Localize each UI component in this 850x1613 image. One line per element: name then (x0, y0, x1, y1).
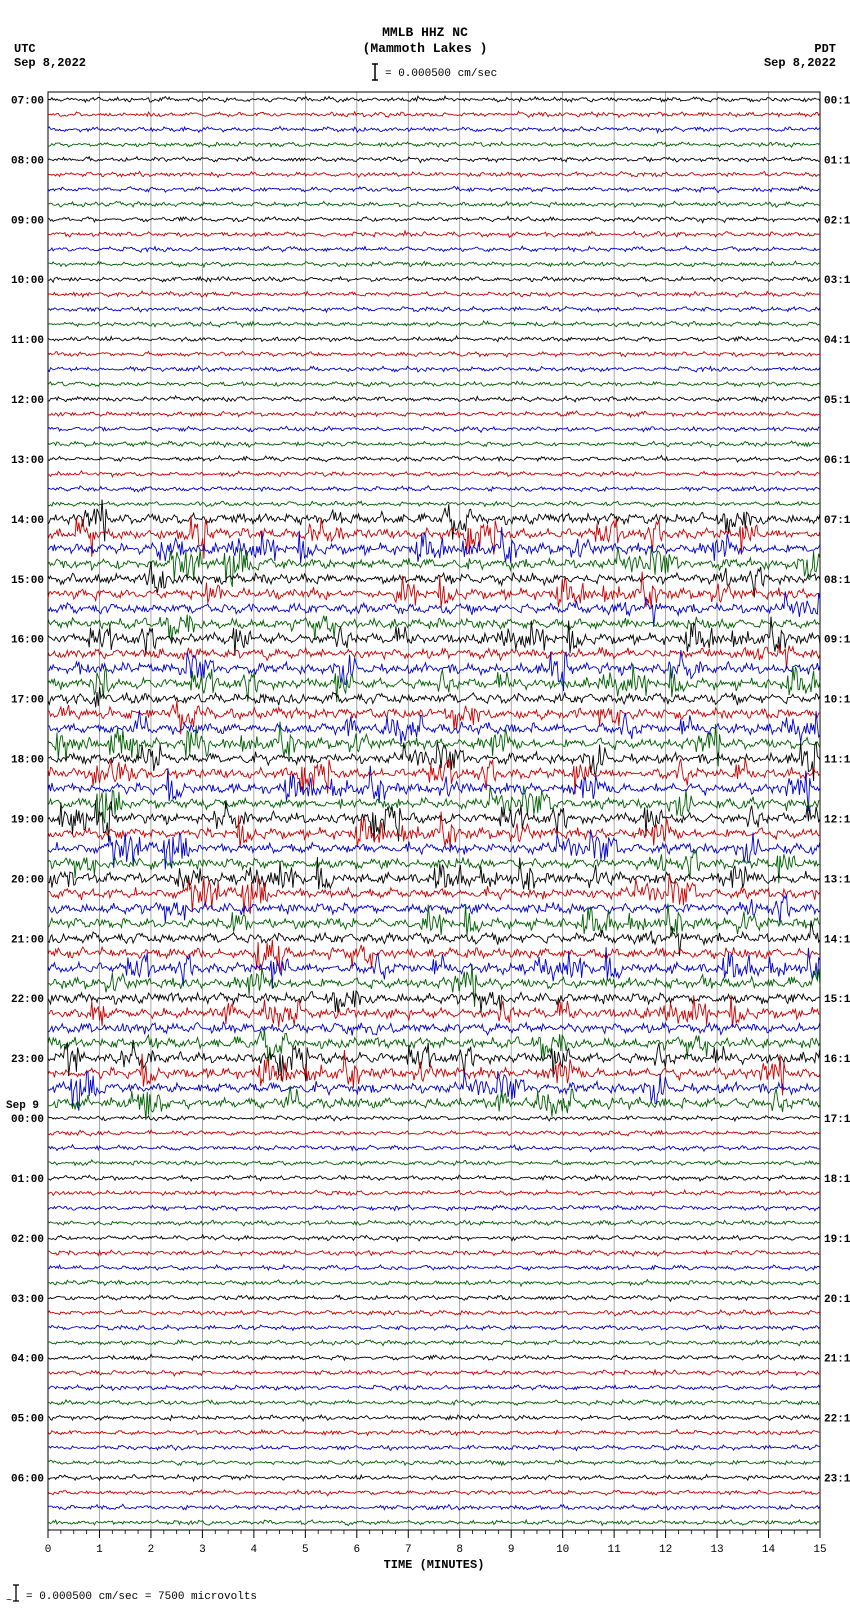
footer-scale-text: = 0.000500 cm/sec = 7500 microvolts (26, 1591, 257, 1603)
left-time-label: 15:00 (11, 575, 44, 587)
left-time-label: 11:00 (11, 335, 44, 347)
right-time-label: 23:15 (824, 1474, 850, 1486)
right-tz: PDT (814, 42, 836, 56)
xtick-label: 13 (710, 1544, 723, 1556)
right-time-label: 11:15 (824, 755, 850, 767)
xtick-label: 14 (762, 1544, 776, 1556)
xtick-label: 3 (199, 1544, 206, 1556)
left-time-label: 03:00 (11, 1294, 44, 1306)
left-time-label: 16:00 (11, 635, 44, 647)
left-time-label: 02:00 (11, 1234, 44, 1246)
right-time-label: 16:15 (824, 1054, 850, 1066)
right-time-label: 09:15 (824, 635, 850, 647)
right-time-label: 03:15 (824, 275, 850, 287)
left-time-label: 13:00 (11, 455, 44, 467)
left-time-label: 19:00 (11, 814, 44, 826)
right-time-label: 21:15 (824, 1354, 850, 1366)
xtick-label: 12 (659, 1544, 672, 1556)
left-time-label: 01:00 (11, 1174, 44, 1186)
left-tz: UTC (14, 42, 36, 56)
scale-text: = 0.000500 cm/sec (385, 68, 497, 80)
left-date-marker: Sep 9 (6, 1100, 39, 1112)
left-time-label: 06:00 (11, 1474, 44, 1486)
right-time-label: 17:15 (824, 1114, 850, 1126)
left-time-label: 00:00 (11, 1114, 44, 1126)
right-time-label: 19:15 (824, 1234, 850, 1246)
left-time-label: 12:00 (11, 395, 44, 407)
right-time-label: 10:15 (824, 695, 850, 707)
left-date: Sep 8,2022 (14, 56, 86, 70)
left-time-label: 18:00 (11, 755, 44, 767)
xtick-label: 1 (96, 1544, 103, 1556)
left-time-label: 05:00 (11, 1414, 44, 1426)
right-time-label: 22:15 (824, 1414, 850, 1426)
footer-scale-marker: ~ (6, 1596, 12, 1607)
xtick-label: 0 (45, 1544, 52, 1556)
right-date: Sep 8,2022 (764, 56, 836, 70)
xtick-label: 9 (508, 1544, 515, 1556)
xtick-label: 6 (353, 1544, 360, 1556)
station-title: MMLB HHZ NC (382, 25, 468, 40)
left-time-label: 10:00 (11, 275, 44, 287)
right-time-label: 14:15 (824, 934, 850, 946)
seismogram-chart: MMLB HHZ NC(Mammoth Lakes )UTCSep 8,2022… (0, 0, 850, 1613)
right-time-label: 08:15 (824, 575, 850, 587)
left-time-label: 20:00 (11, 874, 44, 886)
xtick-label: 5 (302, 1544, 309, 1556)
right-time-label: 15:15 (824, 994, 850, 1006)
xlabel: TIME (MINUTES) (384, 1558, 485, 1572)
left-time-label: 04:00 (11, 1354, 44, 1366)
left-time-label: 09:00 (11, 215, 44, 227)
xtick-label: 10 (556, 1544, 569, 1556)
left-time-label: 23:00 (11, 1054, 44, 1066)
right-time-label: 20:15 (824, 1294, 850, 1306)
right-time-label: 02:15 (824, 215, 850, 227)
xtick-label: 15 (813, 1544, 826, 1556)
right-time-label: 05:15 (824, 395, 850, 407)
right-time-label: 13:15 (824, 874, 850, 886)
xtick-label: 2 (148, 1544, 155, 1556)
left-time-label: 21:00 (11, 934, 44, 946)
right-time-label: 07:15 (824, 515, 850, 527)
left-time-label: 14:00 (11, 515, 44, 527)
left-time-label: 08:00 (11, 155, 44, 167)
xtick-label: 4 (251, 1544, 258, 1556)
xtick-label: 7 (405, 1544, 412, 1556)
location-title: (Mammoth Lakes ) (363, 41, 488, 56)
right-time-label: 04:15 (824, 335, 850, 347)
right-time-label: 01:15 (824, 155, 850, 167)
left-time-label: 07:00 (11, 95, 44, 107)
left-time-label: 22:00 (11, 994, 44, 1006)
right-time-label: 00:15 (824, 95, 850, 107)
right-time-label: 18:15 (824, 1174, 850, 1186)
right-time-label: 06:15 (824, 455, 850, 467)
xtick-label: 8 (456, 1544, 463, 1556)
xtick-label: 11 (608, 1544, 622, 1556)
right-time-label: 12:15 (824, 814, 850, 826)
left-time-label: 17:00 (11, 695, 44, 707)
